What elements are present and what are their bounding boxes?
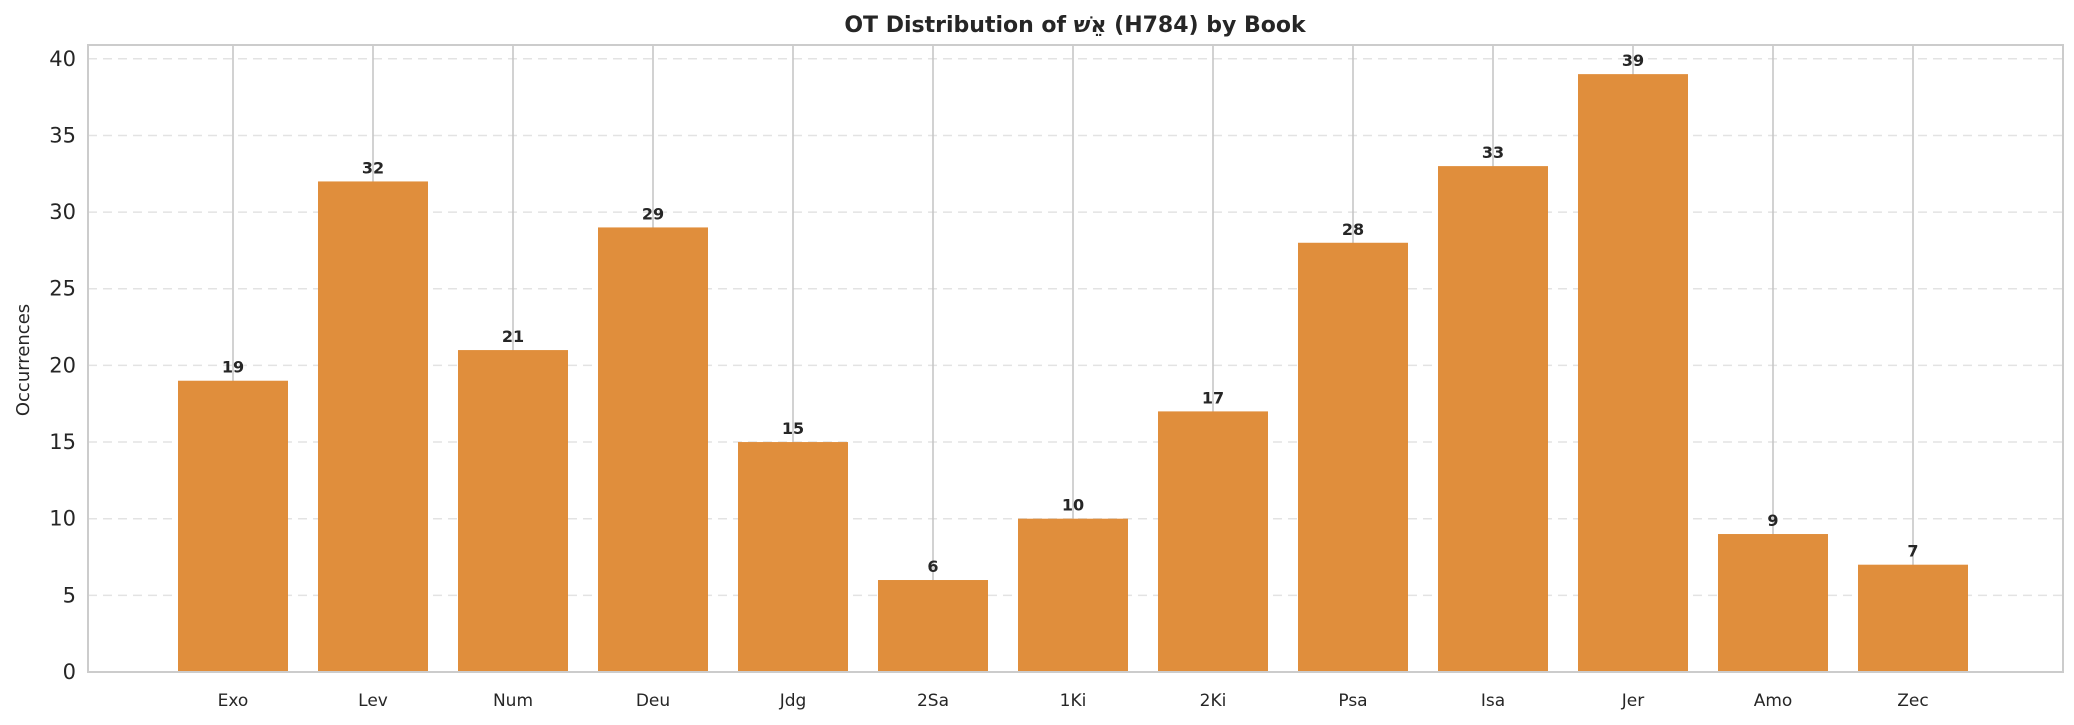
- bar-value-label: 28: [1342, 220, 1364, 239]
- y-tick-label: 25: [49, 277, 76, 301]
- bar-value-label: 33: [1482, 143, 1504, 162]
- y-axis-label: Occurrences: [13, 304, 34, 416]
- bar-value-label: 9: [1767, 511, 1778, 530]
- y-tick-label: 30: [49, 200, 76, 224]
- bar-jer: [1578, 74, 1688, 672]
- bar-value-label: 21: [502, 327, 524, 346]
- x-tick-label: Jer: [1621, 691, 1644, 711]
- y-tick-label: 20: [49, 353, 76, 377]
- x-tick-label: 1Ki: [1060, 691, 1087, 711]
- bar-lev: [318, 181, 428, 672]
- x-tick-label: Amo: [1754, 691, 1793, 711]
- y-tick-label: 10: [49, 507, 76, 531]
- bar-zec: [1858, 564, 1968, 672]
- bar-value-label: 7: [1907, 542, 1918, 561]
- bar-amo: [1718, 534, 1828, 672]
- x-tick-label: Lev: [358, 691, 388, 711]
- bar-psa: [1298, 242, 1408, 673]
- bar-deu: [598, 227, 708, 673]
- x-tick-label: Jdg: [779, 691, 807, 711]
- bar-value-label: 39: [1622, 51, 1644, 70]
- x-tick-label: Deu: [636, 691, 670, 711]
- bar-value-label: 32: [362, 158, 384, 177]
- y-tick-label: 40: [49, 47, 76, 71]
- bars-layer: [178, 74, 1968, 673]
- x-tick-label: Num: [493, 691, 533, 711]
- x-tick-label: Psa: [1338, 691, 1367, 711]
- bar-1ki: [1018, 518, 1128, 672]
- bar-num: [458, 350, 568, 672]
- chart-title: OT Distribution of אֵשׁ (H784) by Book: [844, 13, 1307, 38]
- data-labels: 19 32 21 29 15 6 10 17 28 33 39 9 7: [222, 51, 1919, 576]
- bar-value-label: 17: [1202, 388, 1224, 407]
- bar-value-label: 10: [1062, 496, 1084, 515]
- y-axis: 0 5 10 15 20 25 30 35 40: [49, 47, 76, 684]
- bar-value-label: 19: [222, 358, 244, 377]
- y-tick-label: 15: [49, 430, 76, 454]
- y-tick-label: 5: [63, 583, 76, 607]
- x-tick-label: 2Sa: [917, 691, 949, 711]
- bar-2sa: [878, 580, 988, 672]
- bar-isa: [1438, 166, 1548, 672]
- x-tick-label: Isa: [1481, 691, 1505, 711]
- x-axis: Exo Lev Num Deu Jdg 2Sa 1Ki 2Ki Psa Isa Jer Amo Zec: [218, 691, 1929, 711]
- plot-frame: [87, 44, 2064, 673]
- y-tick-label: 35: [49, 123, 76, 147]
- y-tick-label: 0: [63, 660, 76, 684]
- bar-exo: [178, 380, 288, 672]
- x-tick-label: Exo: [218, 691, 249, 711]
- bar-value-label: 6: [927, 557, 938, 576]
- bar-value-label: 29: [642, 204, 664, 223]
- bar-value-label: 15: [782, 419, 804, 438]
- x-tick-label: Zec: [1897, 691, 1928, 711]
- bar-2ki: [1158, 411, 1268, 672]
- x-tick-label: 2Ki: [1200, 691, 1227, 711]
- bar-jdg: [738, 442, 848, 672]
